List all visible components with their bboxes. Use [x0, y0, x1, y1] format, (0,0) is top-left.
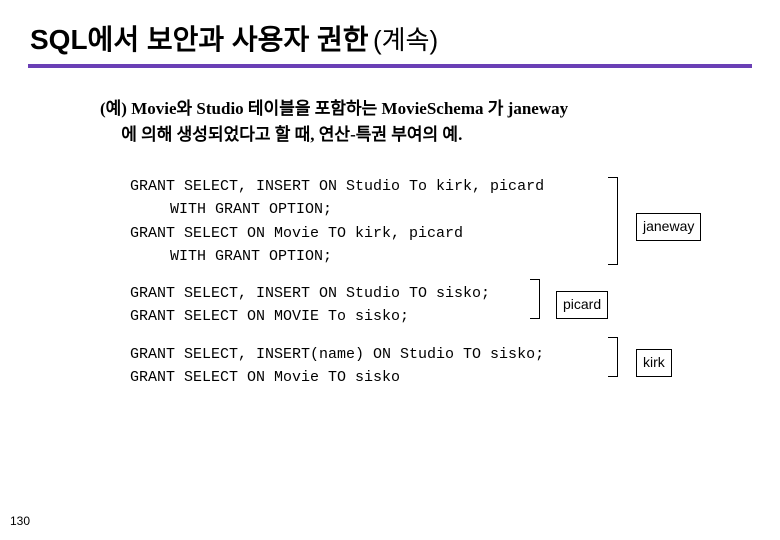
example-line1: Movie와 Studio 테이블을 포함하는 MovieSchema 가 ja… [131, 99, 568, 118]
sql-line: GRANT SELECT ON MOVIE To sisko; [130, 305, 740, 328]
page-title-main: SQL에서 보안과 사용자 권한 [30, 24, 369, 55]
badge-janeway: janeway [636, 213, 701, 241]
bracket-kirk [608, 337, 618, 377]
badge-kirk: kirk [636, 349, 672, 377]
example-line2: 에 의해 생성되었다고 할 때, 연산-특권 부여의 예. [121, 125, 462, 144]
title-container: SQL에서 보안과 사용자 권한 (계속) [0, 0, 780, 64]
sql-group-2: GRANT SELECT, INSERT ON Studio TO sisko;… [130, 282, 740, 329]
page-title-sub: (계속) [373, 25, 438, 55]
example-prefix: (예) [100, 99, 127, 118]
sql-line: GRANT SELECT, INSERT ON Studio TO sisko; [130, 282, 740, 305]
bracket-picard [530, 279, 540, 319]
badge-picard: picard [556, 291, 608, 319]
sql-code-block: GRANT SELECT, INSERT ON Studio To kirk, … [0, 157, 780, 389]
page-number: 130 [10, 514, 30, 528]
sql-line: WITH GRANT OPTION; [130, 245, 740, 268]
example-paragraph: (예) Movie와 Studio 테이블을 포함하는 MovieSchema … [0, 68, 780, 157]
sql-line: GRANT SELECT, INSERT ON Studio To kirk, … [130, 175, 740, 198]
bracket-janeway [608, 177, 618, 265]
